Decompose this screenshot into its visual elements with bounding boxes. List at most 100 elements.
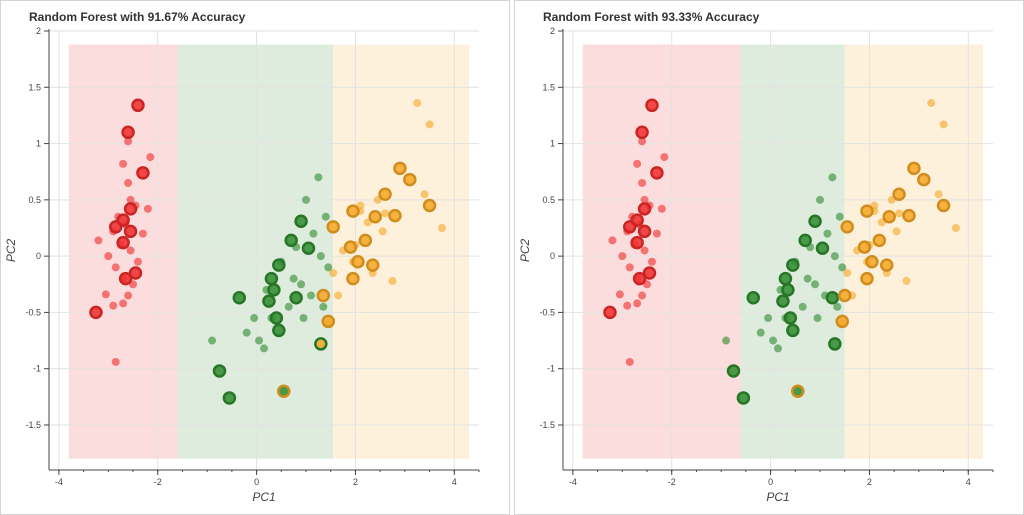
train-point (813, 314, 822, 323)
train-point (833, 302, 842, 311)
test-point (786, 323, 800, 338)
chart-title: Random Forest with 93.33% Accuracy (543, 10, 760, 24)
test-point (736, 391, 751, 405)
train-point (319, 302, 328, 311)
train-point (126, 195, 135, 204)
test-point (882, 209, 896, 224)
train-point (895, 209, 904, 218)
train-point (255, 336, 264, 345)
train-point (625, 263, 634, 272)
train-point (638, 137, 647, 146)
y-tick-label: 2 (36, 26, 41, 36)
train-point (830, 252, 839, 261)
y-tick-label: 2 (550, 26, 555, 36)
train-point (124, 137, 133, 146)
train-point (823, 229, 832, 238)
train-point (647, 257, 656, 266)
train-point (299, 314, 308, 323)
y-tick-label: 0 (36, 251, 41, 261)
x-tick-label: 0 (254, 477, 259, 487)
test-point (346, 271, 360, 286)
train-point (838, 263, 847, 272)
test-point (108, 220, 123, 234)
train-point (381, 209, 390, 218)
train-point (378, 227, 387, 236)
y-tick-label: 1.5 (28, 82, 41, 92)
test-point (388, 208, 402, 223)
train-point (934, 190, 943, 199)
chart-panel-left: Random Forest with 91.67% Accuracy -4 -2 0… (0, 0, 510, 515)
train-point (302, 195, 311, 204)
test-point (116, 235, 130, 250)
train-point (633, 159, 642, 168)
train-point (618, 252, 627, 261)
x-tick-label: -2 (154, 477, 162, 487)
test-point (603, 305, 617, 320)
train-point (902, 276, 911, 285)
y-tick-label: -0.5 (539, 307, 555, 317)
train-point (321, 212, 330, 221)
test-point (262, 294, 276, 308)
train-point (146, 153, 155, 162)
test-point (892, 187, 906, 201)
train-point (119, 299, 128, 308)
decision-region (68, 44, 178, 459)
train-point (208, 336, 217, 345)
train-point (413, 99, 422, 108)
train-point (101, 290, 110, 299)
x-axis-label: PC1 (766, 490, 789, 504)
test-point (907, 161, 921, 176)
train-point (289, 274, 298, 283)
test-point (917, 172, 931, 187)
train-point (133, 257, 142, 266)
train-point (104, 252, 113, 261)
test-point (902, 208, 916, 223)
test-point (212, 364, 227, 378)
train-point (111, 263, 120, 272)
test-point (783, 311, 798, 325)
test-point (746, 291, 761, 305)
train-point (124, 178, 133, 187)
train-point (425, 120, 434, 129)
x-tick-label: 0 (768, 477, 773, 487)
y-tick-label: 1 (36, 139, 41, 149)
train-point (769, 336, 778, 345)
train-point (124, 291, 133, 300)
train-point (657, 204, 666, 213)
test-point (776, 294, 790, 308)
test-point (294, 214, 308, 228)
test-point (351, 255, 365, 269)
chart-panel-right: Random Forest with 93.33% Accuracy -4 -2 0… (514, 0, 1024, 515)
test-point (89, 305, 103, 320)
decision-region (582, 44, 741, 459)
train-point (260, 344, 268, 353)
test-point (232, 291, 247, 305)
test-point (840, 220, 854, 234)
test-point (622, 220, 637, 234)
test-point (136, 166, 150, 180)
train-point (309, 229, 318, 238)
test-point (860, 204, 874, 218)
train-point (109, 301, 118, 310)
decision-region (740, 44, 845, 459)
test-point (131, 98, 145, 113)
test-point (118, 271, 133, 286)
y-tick-label: 0.5 (542, 195, 555, 205)
test-point (314, 337, 328, 351)
scatter-plot: -4 -2 0 2 4 -1.5 -1 -0.5 0 0.5 1 1.5 2 PC1 PC2 (4, 26, 480, 504)
train-point (652, 229, 661, 238)
x-tick-label: 2 (353, 477, 358, 487)
test-point (321, 314, 336, 329)
train-point (764, 314, 773, 323)
test-point (301, 241, 316, 255)
test-point (365, 258, 380, 272)
train-point (111, 357, 120, 366)
train-point (623, 301, 632, 310)
test-point (326, 220, 340, 234)
test-point (786, 258, 800, 272)
train-point (811, 280, 820, 289)
train-point (329, 269, 338, 278)
test-point (284, 233, 298, 248)
test-point (808, 214, 822, 228)
train-point (939, 120, 948, 129)
